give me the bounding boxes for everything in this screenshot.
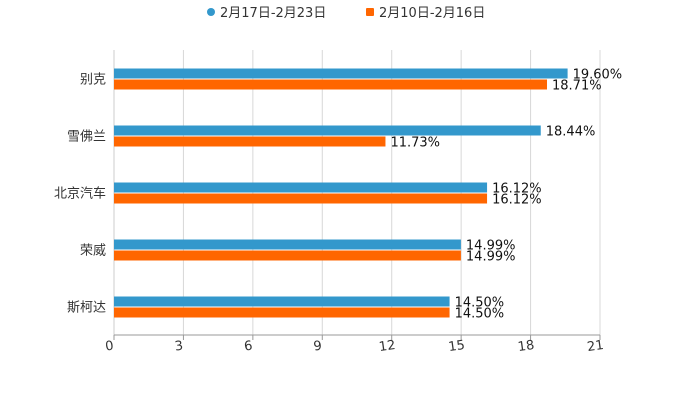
bar xyxy=(114,239,461,250)
data-label: 18.44% xyxy=(546,125,596,140)
data-label: 16.12% xyxy=(492,182,542,197)
x-tick-label: 0 xyxy=(104,339,114,355)
legend-marker xyxy=(207,8,215,16)
x-tick-label: 21 xyxy=(586,338,604,355)
bar xyxy=(114,307,450,318)
category-label: 雪佛兰 xyxy=(67,130,106,145)
data-label: 16.12% xyxy=(492,193,542,208)
bar xyxy=(114,182,488,193)
x-tick-label: 6 xyxy=(243,339,253,355)
bar xyxy=(114,250,461,261)
legend-label: 2月17日-2月23日 xyxy=(220,6,326,21)
bar xyxy=(114,193,488,204)
bar xyxy=(114,125,541,136)
data-label: 14.99% xyxy=(466,239,516,254)
data-label: 14.50% xyxy=(455,307,505,322)
data-label: 18.71% xyxy=(552,79,602,94)
x-tick-label: 15 xyxy=(447,338,465,355)
legend-marker xyxy=(366,8,374,16)
x-tick-label: 3 xyxy=(174,339,184,355)
x-tick-label: 12 xyxy=(378,338,396,355)
category-label: 别克 xyxy=(80,73,106,88)
category-label: 北京汽车 xyxy=(54,186,106,202)
data-label: 14.99% xyxy=(466,250,516,265)
legend-label: 2月10日-2月16日 xyxy=(379,6,485,21)
bar xyxy=(114,296,450,307)
bar xyxy=(114,79,548,90)
x-tick-label: 9 xyxy=(313,339,323,355)
data-label: 11.73% xyxy=(390,136,440,151)
bar xyxy=(114,136,386,147)
data-label: 14.50% xyxy=(455,296,505,311)
bar xyxy=(114,68,568,79)
category-label: 荣威 xyxy=(80,244,106,259)
category-label: 斯柯达 xyxy=(67,301,106,316)
data-label: 19.60% xyxy=(573,68,623,83)
x-tick-label: 18 xyxy=(517,338,535,355)
